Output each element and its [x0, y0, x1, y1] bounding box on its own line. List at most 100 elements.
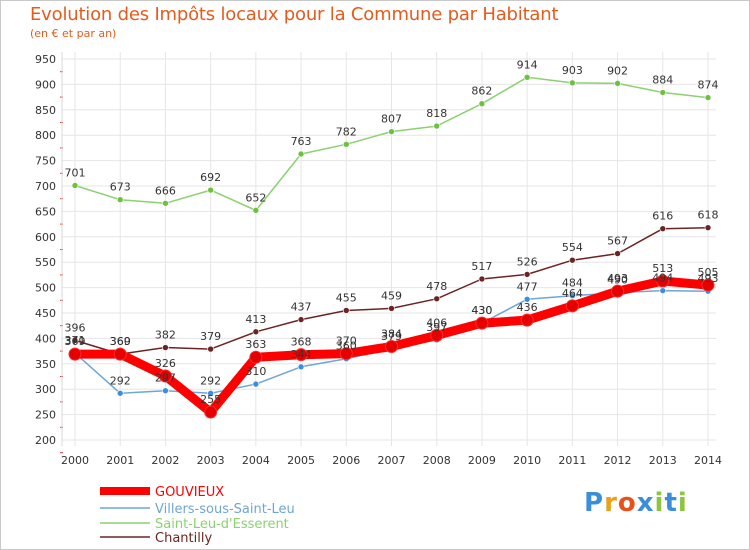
data-label: 397: [426, 321, 447, 334]
data-point: [162, 344, 169, 351]
data-label: 490: [607, 274, 628, 287]
data-label: 902: [607, 64, 628, 77]
y-tick-label: 650: [35, 205, 56, 218]
data-point: [342, 307, 350, 314]
data-point: [297, 316, 305, 323]
data-point: [162, 199, 169, 207]
data-label: 310: [245, 365, 266, 378]
data-point: [207, 345, 214, 353]
chart-subtitle: (en € et par an): [30, 27, 117, 40]
y-tick-label: 550: [35, 256, 56, 269]
y-tick-label: 400: [35, 332, 56, 345]
data-label: 484: [562, 277, 583, 290]
y-tick-label: 700: [35, 180, 56, 193]
x-tick-label: 2006: [332, 454, 360, 467]
series-layer: [68, 73, 715, 419]
y-tick-label: 850: [35, 104, 56, 117]
data-point: [116, 389, 124, 397]
data-label: 379: [200, 330, 221, 343]
y-tick-label: 500: [35, 282, 56, 295]
data-point: [249, 350, 263, 364]
x-tick-label: 2010: [513, 454, 541, 467]
x-tick-label: 2003: [197, 454, 225, 467]
data-point: [71, 182, 79, 189]
data-label: 459: [381, 289, 402, 302]
data-label: 513: [652, 262, 673, 275]
data-point: [523, 295, 531, 303]
data-point: [71, 337, 79, 344]
legend-label: Chantilly: [155, 531, 212, 546]
y-tick-label: 200: [35, 434, 56, 447]
data-label: 371: [65, 334, 86, 347]
x-tick-label: 2009: [468, 454, 496, 467]
data-label: 255: [200, 393, 221, 406]
data-point: [475, 316, 489, 330]
data-label: 360: [336, 340, 357, 353]
data-label: 368: [291, 336, 312, 349]
x-tick-label: 2002: [151, 454, 179, 467]
data-point: [569, 256, 576, 264]
x-tick-label: 2008: [423, 454, 451, 467]
data-point: [207, 389, 214, 397]
x-tick-label: 2007: [378, 454, 406, 467]
data-point: [68, 347, 82, 361]
x-tick-label: 2004: [242, 454, 270, 467]
data-point: [207, 186, 214, 194]
y-tick-label: 350: [35, 358, 56, 371]
data-label: 763: [291, 135, 312, 148]
legend-label: GOUVIEUX: [155, 485, 224, 500]
x-tick-label: 2011: [558, 454, 586, 467]
y-tick-label: 600: [35, 231, 56, 244]
legend-label: Saint-Leu-d'Esserent: [155, 517, 289, 532]
data-label: 406: [426, 316, 447, 329]
data-label: 344: [291, 348, 312, 361]
data-label: 384: [381, 328, 402, 341]
data-label: 862: [471, 85, 492, 98]
data-point: [523, 73, 531, 81]
data-point: [523, 271, 531, 278]
data-point: [158, 369, 172, 383]
data-label: 430: [471, 304, 492, 317]
data-point: [701, 278, 715, 292]
data-label: 493: [698, 272, 719, 285]
data-point: [656, 274, 670, 288]
data-point: [433, 122, 441, 130]
data-label: 382: [155, 329, 176, 342]
axes: 950 900 850 800 750 700 650 600 550 500 450 400 350 3…: [35, 52, 722, 467]
y-tick-label: 450: [35, 307, 56, 320]
data-label: 884: [652, 74, 673, 87]
data-point: [520, 313, 534, 327]
data-label: 807: [381, 113, 402, 126]
data-label: 464: [562, 287, 583, 300]
x-tick-label: 2001: [106, 454, 134, 467]
data-label: 914: [517, 58, 538, 71]
data-label: 477: [517, 280, 538, 293]
data-label: 554: [562, 241, 583, 254]
data-label: 369: [65, 335, 86, 348]
data-label: 396: [65, 321, 86, 334]
data-label: 292: [200, 374, 221, 387]
data-label: 782: [336, 125, 357, 138]
data-point: [565, 299, 579, 313]
data-point: [569, 79, 576, 87]
data-point: [614, 250, 621, 257]
x-tick-label: 2000: [61, 454, 89, 467]
data-point: [162, 387, 169, 395]
data-label: 616: [652, 210, 673, 223]
data-label: 455: [336, 291, 357, 304]
x-tick-label: 2012: [604, 454, 632, 467]
data-point: [659, 287, 667, 294]
data-point: [659, 89, 667, 96]
data-point: [297, 150, 305, 158]
y-tick-label: 750: [35, 155, 56, 168]
data-label: 413: [245, 313, 266, 326]
x-tick-label: 2005: [287, 454, 315, 467]
x-tick-label: 2013: [649, 454, 677, 467]
data-label: 379: [381, 330, 402, 343]
data-point: [252, 380, 260, 388]
legend: GOUVIEUX Villers-sous-Saint-LeuSaint-Leu-…: [100, 485, 295, 546]
y-tick-label: 300: [35, 383, 56, 396]
data-point: [339, 347, 353, 361]
